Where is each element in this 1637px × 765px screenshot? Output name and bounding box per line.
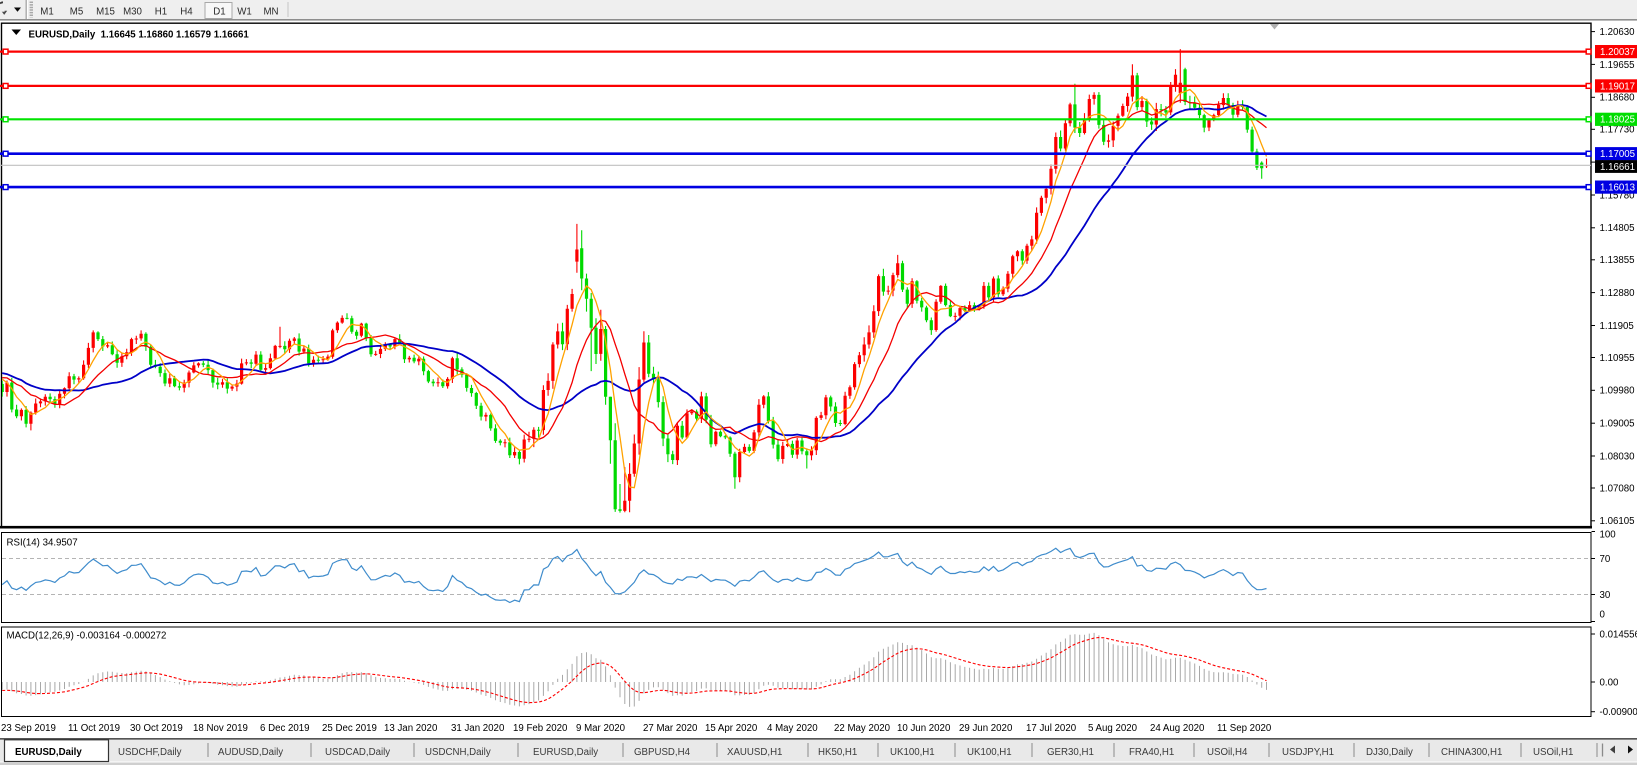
svg-text:29 Jun 2020: 29 Jun 2020: [959, 723, 1013, 734]
svg-text:EURUSD,Daily: EURUSD,Daily: [533, 747, 598, 758]
svg-text:13 Jan 2020: 13 Jan 2020: [384, 723, 438, 734]
svg-text:1.17005: 1.17005: [1600, 149, 1635, 160]
svg-text:M1: M1: [40, 7, 53, 18]
svg-text:5 Aug 2020: 5 Aug 2020: [1088, 723, 1138, 734]
svg-text:4 May 2020: 4 May 2020: [767, 723, 818, 734]
svg-text:H4: H4: [180, 7, 193, 18]
svg-text:1.08030: 1.08030: [1600, 451, 1636, 462]
svg-text:31 Jan 2020: 31 Jan 2020: [451, 723, 505, 734]
svg-text:W1: W1: [237, 7, 252, 18]
svg-text:22 May 2020: 22 May 2020: [834, 723, 891, 734]
svg-text:USOil,H1: USOil,H1: [1533, 747, 1573, 758]
svg-text:USDJPY,H1: USDJPY,H1: [1282, 747, 1334, 758]
svg-text:1.14805: 1.14805: [1600, 223, 1635, 234]
svg-text:H1: H1: [155, 7, 167, 18]
svg-text:0.014556: 0.014556: [1600, 629, 1637, 640]
svg-text:USDCHF,Daily: USDCHF,Daily: [118, 747, 182, 758]
svg-text:1.16661: 1.16661: [1600, 162, 1635, 173]
svg-text:GER30,H1: GER30,H1: [1047, 747, 1094, 758]
svg-text:1.17730: 1.17730: [1600, 125, 1636, 136]
svg-text:6 Dec 2019: 6 Dec 2019: [260, 723, 310, 734]
svg-text:FRA40,H1: FRA40,H1: [1129, 747, 1174, 758]
svg-text:1.16013: 1.16013: [1600, 183, 1635, 194]
svg-text:0.00: 0.00: [1600, 677, 1619, 688]
svg-text:1.12880: 1.12880: [1600, 288, 1636, 299]
svg-text:AUDUSD,Daily: AUDUSD,Daily: [218, 747, 283, 758]
svg-text:1.15780: 1.15780: [1600, 190, 1636, 201]
svg-text:CHINA300,H1: CHINA300,H1: [1441, 747, 1502, 758]
svg-text:19 Feb 2020: 19 Feb 2020: [513, 723, 568, 734]
svg-text:70: 70: [1600, 554, 1611, 565]
svg-text:9 Mar 2020: 9 Mar 2020: [576, 723, 626, 734]
svg-text:UK100,H1: UK100,H1: [890, 747, 935, 758]
svg-text:DJ30,Daily: DJ30,Daily: [1366, 747, 1413, 758]
svg-text:11 Sep 2020: 11 Sep 2020: [1217, 723, 1272, 734]
svg-text:15 Apr 2020: 15 Apr 2020: [705, 723, 758, 734]
svg-text:UK100,H1: UK100,H1: [967, 747, 1012, 758]
svg-text:1.18680: 1.18680: [1600, 93, 1636, 104]
svg-text:USOil,H4: USOil,H4: [1207, 747, 1248, 758]
svg-text:24 Aug 2020: 24 Aug 2020: [1150, 723, 1205, 734]
svg-text:1.09980: 1.09980: [1600, 386, 1636, 397]
svg-text:18 Nov 2019: 18 Nov 2019: [193, 723, 248, 734]
svg-text:USDCAD,Daily: USDCAD,Daily: [325, 747, 390, 758]
svg-text:1.19017: 1.19017: [1600, 81, 1635, 92]
svg-text:17 Jul 2020: 17 Jul 2020: [1026, 723, 1077, 734]
svg-text:D1: D1: [213, 7, 225, 18]
svg-text:100: 100: [1600, 530, 1617, 541]
svg-text:1.20630: 1.20630: [1600, 27, 1636, 38]
svg-text:MACD(12,26,9) -0.003164 -0.000: MACD(12,26,9) -0.003164 -0.000272: [7, 630, 167, 641]
svg-text:1.19655: 1.19655: [1600, 60, 1635, 71]
svg-text:23 Sep 2019: 23 Sep 2019: [1, 723, 56, 734]
svg-text:1.13855: 1.13855: [1600, 255, 1635, 266]
svg-text:1.09005: 1.09005: [1600, 419, 1635, 430]
svg-text:XAUUSD,H1: XAUUSD,H1: [727, 747, 782, 758]
svg-text:11 Oct 2019: 11 Oct 2019: [68, 723, 120, 734]
svg-text:1.18025: 1.18025: [1600, 115, 1635, 126]
svg-text:GBPUSD,H4: GBPUSD,H4: [634, 747, 691, 758]
svg-text:10 Jun 2020: 10 Jun 2020: [897, 723, 951, 734]
svg-text:1.07080: 1.07080: [1600, 483, 1636, 494]
svg-text:HK50,H1: HK50,H1: [818, 747, 857, 758]
svg-text:30: 30: [1600, 590, 1611, 601]
svg-text:RSI(14) 34.9507: RSI(14) 34.9507: [7, 537, 78, 548]
svg-text:MN: MN: [263, 7, 278, 18]
svg-text:M5: M5: [70, 7, 83, 18]
svg-text:EURUSD,Daily: EURUSD,Daily: [15, 747, 82, 758]
svg-text:1.20037: 1.20037: [1600, 47, 1635, 58]
svg-text:30 Oct 2019: 30 Oct 2019: [130, 723, 183, 734]
svg-text:EURUSD,Daily 1.16645 1.16860: EURUSD,Daily 1.16645 1.16860 1.16579 1.1…: [29, 29, 250, 40]
svg-text:M15: M15: [96, 7, 115, 18]
svg-text:25 Dec 2019: 25 Dec 2019: [322, 723, 377, 734]
svg-text:0: 0: [1600, 610, 1606, 621]
svg-text:USDCNH,Daily: USDCNH,Daily: [425, 747, 491, 758]
svg-text:1.11905: 1.11905: [1600, 321, 1634, 332]
svg-text:M30: M30: [123, 7, 142, 18]
svg-text:1.10955: 1.10955: [1600, 353, 1635, 364]
svg-text:27 Mar 2020: 27 Mar 2020: [643, 723, 698, 734]
svg-text:1.06105: 1.06105: [1600, 516, 1635, 527]
